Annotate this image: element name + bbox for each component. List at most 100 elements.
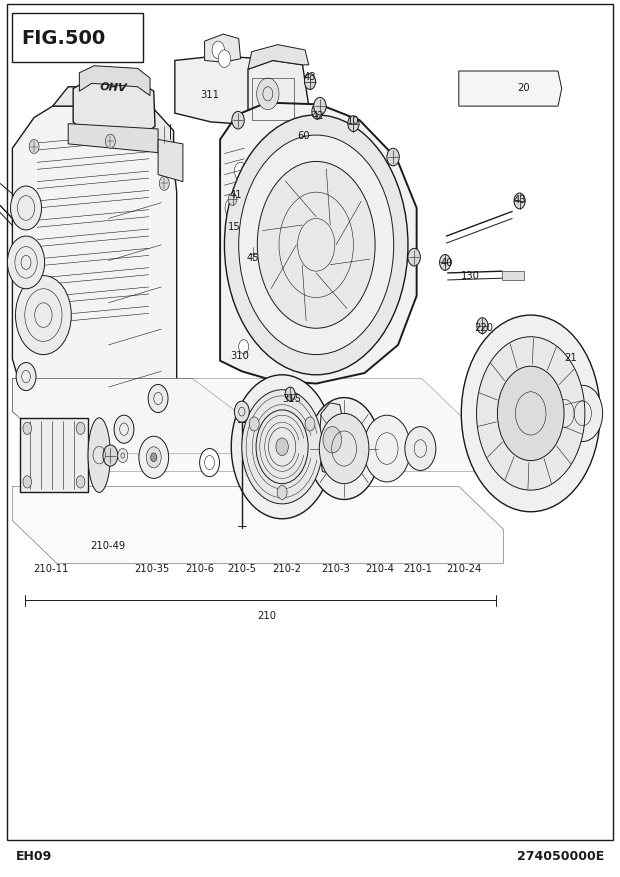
Text: 60: 60 bbox=[298, 131, 310, 141]
Polygon shape bbox=[248, 61, 309, 140]
Circle shape bbox=[323, 427, 342, 453]
Circle shape bbox=[232, 112, 244, 130]
Circle shape bbox=[477, 338, 585, 490]
Polygon shape bbox=[79, 67, 150, 96]
Circle shape bbox=[231, 375, 333, 519]
Circle shape bbox=[105, 135, 115, 149]
Circle shape bbox=[228, 194, 237, 206]
Circle shape bbox=[277, 486, 287, 500]
Polygon shape bbox=[53, 88, 174, 165]
Circle shape bbox=[304, 75, 316, 90]
Polygon shape bbox=[68, 125, 158, 153]
Text: 43: 43 bbox=[513, 195, 526, 205]
Text: 43: 43 bbox=[304, 72, 316, 82]
Text: 210-11: 210-11 bbox=[33, 563, 69, 574]
Circle shape bbox=[23, 476, 32, 488]
Circle shape bbox=[76, 423, 85, 435]
Text: 41: 41 bbox=[229, 189, 242, 200]
Text: 210-49: 210-49 bbox=[91, 540, 125, 551]
Text: 210-5: 210-5 bbox=[228, 563, 256, 574]
Polygon shape bbox=[228, 333, 259, 363]
Text: FIG.500: FIG.500 bbox=[21, 29, 105, 48]
Polygon shape bbox=[73, 79, 155, 140]
Circle shape bbox=[11, 187, 42, 231]
Text: eReplacementParts.com: eReplacementParts.com bbox=[250, 419, 370, 430]
Circle shape bbox=[546, 388, 583, 440]
Circle shape bbox=[76, 476, 85, 488]
Text: 220: 220 bbox=[474, 323, 493, 333]
Circle shape bbox=[249, 248, 257, 260]
Text: EH09: EH09 bbox=[16, 849, 52, 861]
Circle shape bbox=[225, 198, 240, 219]
Circle shape bbox=[461, 316, 600, 512]
Text: 210-1: 210-1 bbox=[404, 563, 432, 574]
Circle shape bbox=[387, 149, 399, 167]
Text: 315: 315 bbox=[282, 393, 301, 403]
Bar bbox=[20, 418, 88, 493]
Text: 10: 10 bbox=[347, 116, 360, 126]
Circle shape bbox=[200, 449, 219, 477]
Circle shape bbox=[348, 117, 359, 132]
Polygon shape bbox=[158, 140, 183, 182]
Polygon shape bbox=[319, 403, 345, 475]
Circle shape bbox=[285, 388, 295, 402]
Circle shape bbox=[118, 449, 128, 463]
Text: OHV: OHV bbox=[100, 82, 127, 94]
Circle shape bbox=[212, 42, 224, 60]
Circle shape bbox=[148, 385, 168, 413]
Circle shape bbox=[234, 402, 249, 423]
Text: 21: 21 bbox=[564, 353, 577, 363]
Circle shape bbox=[497, 367, 564, 461]
Text: 210-35: 210-35 bbox=[135, 563, 169, 574]
Circle shape bbox=[440, 255, 451, 271]
Circle shape bbox=[16, 363, 36, 391]
Circle shape bbox=[239, 136, 394, 355]
Circle shape bbox=[363, 416, 410, 482]
Circle shape bbox=[242, 390, 322, 504]
Polygon shape bbox=[175, 57, 298, 126]
Circle shape bbox=[29, 140, 39, 154]
Circle shape bbox=[257, 162, 375, 329]
Text: 311: 311 bbox=[200, 89, 219, 100]
Circle shape bbox=[308, 398, 380, 500]
Circle shape bbox=[16, 276, 71, 355]
Text: 210-2: 210-2 bbox=[273, 563, 301, 574]
Circle shape bbox=[563, 386, 603, 442]
Polygon shape bbox=[12, 487, 503, 564]
Polygon shape bbox=[205, 35, 241, 63]
Circle shape bbox=[249, 417, 259, 431]
Bar bbox=[12, 14, 143, 63]
Circle shape bbox=[114, 416, 134, 444]
Circle shape bbox=[159, 177, 169, 191]
Circle shape bbox=[7, 237, 45, 289]
Circle shape bbox=[139, 437, 169, 479]
Polygon shape bbox=[12, 379, 484, 472]
Text: 210-24: 210-24 bbox=[446, 563, 481, 574]
Circle shape bbox=[305, 417, 315, 431]
Circle shape bbox=[239, 340, 249, 354]
Polygon shape bbox=[12, 379, 248, 454]
Circle shape bbox=[257, 79, 279, 111]
Ellipse shape bbox=[88, 418, 110, 493]
Circle shape bbox=[224, 116, 408, 375]
Circle shape bbox=[405, 427, 436, 471]
Circle shape bbox=[312, 104, 323, 120]
Text: 210-3: 210-3 bbox=[321, 563, 350, 574]
Polygon shape bbox=[459, 72, 562, 107]
Circle shape bbox=[276, 438, 288, 456]
Circle shape bbox=[103, 446, 118, 467]
Polygon shape bbox=[12, 107, 177, 440]
Text: 310: 310 bbox=[230, 351, 249, 361]
Text: 42: 42 bbox=[311, 111, 324, 121]
Circle shape bbox=[234, 163, 247, 181]
Circle shape bbox=[477, 318, 488, 334]
Text: 130: 130 bbox=[461, 270, 479, 281]
Text: 20: 20 bbox=[518, 82, 530, 93]
Text: 210-6: 210-6 bbox=[185, 563, 214, 574]
Polygon shape bbox=[220, 127, 247, 219]
Text: 210: 210 bbox=[257, 610, 276, 621]
Polygon shape bbox=[220, 103, 417, 384]
Circle shape bbox=[146, 447, 161, 468]
Circle shape bbox=[319, 414, 369, 484]
Circle shape bbox=[514, 194, 525, 210]
